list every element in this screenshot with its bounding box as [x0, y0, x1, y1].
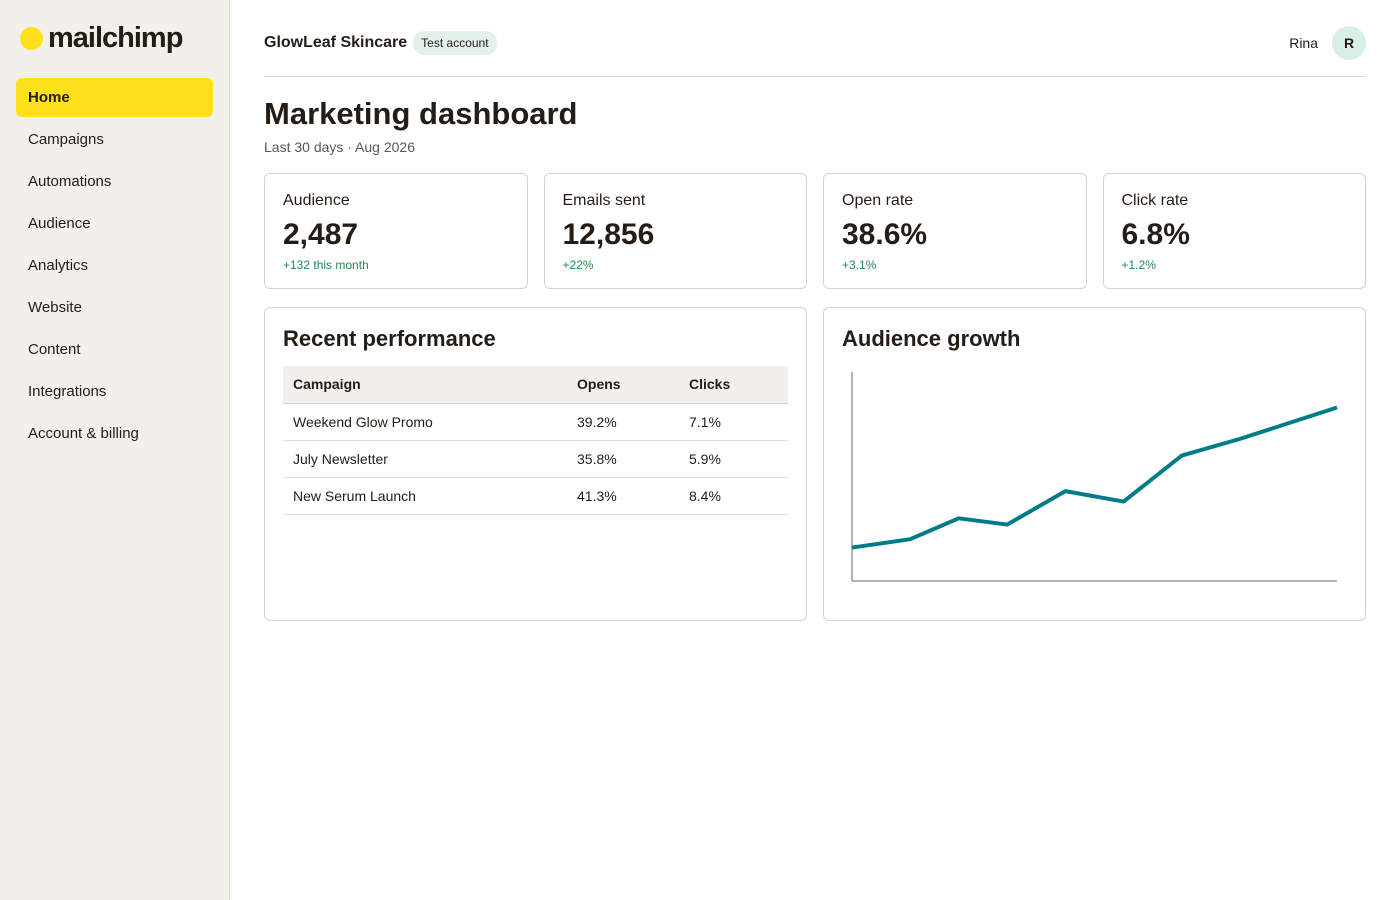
- stat-value: 2,487: [283, 218, 359, 251]
- table-row[interactable]: July Newsletter 35.8% 5.9%: [283, 440, 788, 478]
- stat-card-audience: Audience 2,487 +132 this month: [264, 173, 528, 289]
- column-header-clicks: Clicks: [679, 366, 788, 404]
- sidebar-item-analytics[interactable]: Analytics: [28, 257, 89, 274]
- table-row[interactable]: Weekend Glow Promo 39.2% 7.1%: [283, 403, 788, 441]
- column-header-opens: Opens: [567, 366, 679, 404]
- top-bar: GlowLeaf Skincare Test account Rina R: [264, 26, 1366, 60]
- page-subtitle: Last 30 days · Aug 2026: [264, 139, 415, 155]
- campaign-name[interactable]: July Newsletter: [283, 440, 567, 478]
- campaign-name[interactable]: New Serum Launch: [283, 477, 567, 515]
- stat-label: Open rate: [842, 192, 914, 209]
- sidebar-item-audience[interactable]: Audience: [28, 215, 91, 232]
- sidebar-item-website[interactable]: Website: [28, 299, 82, 316]
- stat-delta: +132 this month: [283, 258, 369, 272]
- stat-label: Audience: [283, 192, 350, 209]
- mailchimp-logo[interactable]: mailchimp: [20, 20, 183, 56]
- column-header-campaign: Campaign: [283, 366, 567, 404]
- table-row[interactable]: New Serum Launch 41.3% 8.4%: [283, 477, 788, 515]
- stats-row: Audience 2,487 +132 this month Emails se…: [264, 173, 1366, 289]
- sidebar-item-content[interactable]: Content: [28, 341, 81, 358]
- campaign-opens: 39.2%: [567, 403, 679, 441]
- page-title: Marketing dashboard: [264, 96, 578, 131]
- sidebar-item-account-billing[interactable]: Account & billing: [28, 425, 139, 442]
- org-name: GlowLeaf Skincare: [264, 34, 408, 51]
- stat-label: Emails sent: [562, 192, 646, 209]
- stat-delta: +3.1%: [842, 258, 877, 272]
- sidebar: mailchimp Home Campaigns Automations Aud…: [0, 0, 230, 900]
- table-header-row: Campaign Opens Clicks: [283, 366, 788, 404]
- panel-title: Audience growth: [842, 326, 1021, 351]
- sidebar-item-home[interactable]: Home: [16, 78, 213, 117]
- sidebar-item-integrations[interactable]: Integrations: [28, 383, 107, 400]
- sidebar-nav: Home Campaigns Automations Audience Anal…: [16, 78, 213, 456]
- campaign-clicks: 8.4%: [679, 477, 788, 515]
- org-info: GlowLeaf Skincare Test account: [264, 31, 497, 55]
- campaign-opens: 41.3%: [567, 477, 679, 515]
- stat-value: 38.6%: [842, 218, 928, 251]
- stat-delta: +22%: [562, 258, 594, 272]
- stat-label: Click rate: [1121, 192, 1189, 209]
- sidebar-item-automations[interactable]: Automations: [28, 173, 112, 190]
- campaign-clicks: 5.9%: [679, 440, 788, 478]
- stat-value: 12,856: [562, 218, 655, 251]
- header-divider: [264, 76, 1366, 77]
- recent-performance-panel: Recent performance Campaign Opens Clicks…: [264, 307, 807, 621]
- stat-value: 6.8%: [1121, 218, 1190, 251]
- panel-title: Recent performance: [283, 326, 496, 351]
- stat-delta: +1.2%: [1121, 258, 1156, 272]
- sidebar-item-campaigns[interactable]: Campaigns: [28, 131, 104, 148]
- user-name: Rina: [1289, 35, 1318, 51]
- test-account-badge: Test account: [413, 31, 497, 55]
- campaign-clicks: 7.1%: [679, 403, 788, 441]
- campaign-name[interactable]: Weekend Glow Promo: [283, 403, 567, 441]
- performance-table: Campaign Opens Clicks Weekend Glow Promo…: [283, 366, 788, 515]
- logo-text: mailchimp: [48, 21, 183, 54]
- campaign-opens: 35.8%: [567, 440, 679, 478]
- stat-card-open-rate: Open rate 38.6% +3.1%: [823, 173, 1087, 289]
- audience-growth-panel: Audience growth: [823, 307, 1366, 621]
- avatar[interactable]: R: [1332, 26, 1366, 60]
- stat-card-emails-sent: Emails sent 12,856 +22%: [543, 173, 807, 289]
- user-menu[interactable]: Rina R: [1289, 26, 1366, 60]
- logo-dot-icon: [20, 26, 43, 50]
- audience-growth-chart: [851, 372, 1338, 582]
- audience-growth-line: [851, 405, 1338, 550]
- stat-card-click-rate: Click rate 6.8% +1.2%: [1102, 173, 1366, 289]
